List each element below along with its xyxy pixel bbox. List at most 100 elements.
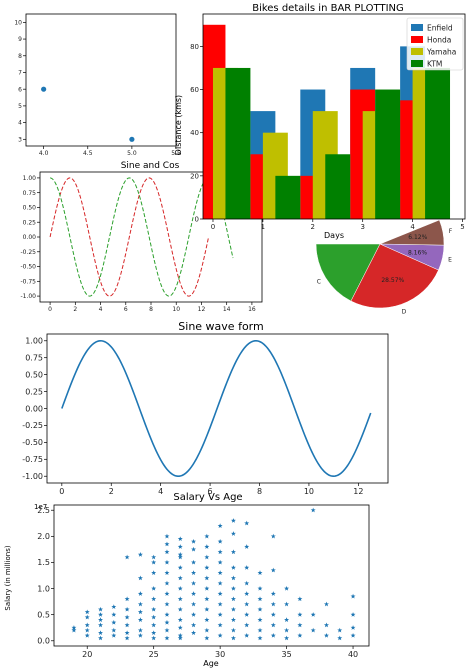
salary-ytick-label: 1.0: [37, 584, 50, 593]
salary-point: [191, 601, 197, 607]
salary-point: [164, 549, 170, 555]
salary-point: [177, 596, 183, 602]
salary-point: [177, 554, 183, 560]
salary-point: [151, 606, 157, 612]
salary-point: [257, 617, 263, 622]
bikes-bar-ktm: [275, 175, 301, 219]
salary-point: [177, 575, 183, 581]
bikes-legend-label: Honda: [427, 36, 451, 45]
sine-wave-ytick-label: -0.50: [22, 438, 43, 447]
salary-point: [191, 630, 197, 636]
salary-point: [164, 580, 170, 586]
sine-wave-xtick-label: 4: [158, 487, 163, 496]
bikes-legend-label: Yamaha: [426, 48, 456, 57]
salary-point: [151, 614, 157, 620]
pie-slice-label: D: [402, 309, 407, 316]
salary-point: [217, 591, 223, 596]
salary-xtick-label: 40: [348, 650, 358, 659]
salary-point: [244, 632, 250, 638]
top-scatter-xtick-label: 5.5: [171, 150, 181, 157]
salary-point: [204, 635, 210, 641]
salary-xtick-label: 20: [82, 650, 92, 659]
sine-cos-xtick-label: 14: [223, 306, 231, 313]
salary-point: [244, 565, 250, 570]
salary-point: [151, 570, 157, 575]
sine-cos-ytick-label: -0.25: [20, 249, 36, 256]
salary-point: [124, 596, 130, 602]
salary-point: [324, 632, 329, 638]
salary-point: [204, 533, 210, 539]
salary-point: [270, 622, 276, 628]
top-scatter-ytick-label: 9: [18, 36, 22, 43]
sine-wave-panel: Sine wave form 0 2 4 6 8 10 12 -1.00 -0.75 -0.50 -…: [22, 320, 389, 496]
salary-point: [177, 635, 183, 641]
sine-wave-ytick-label: 0.25: [25, 387, 43, 396]
salary-point: [297, 632, 303, 638]
salary-point: [191, 580, 197, 586]
salary-point: [151, 554, 157, 560]
sine-wave-ytick-label: 1.00: [25, 337, 43, 346]
salary-point: [151, 630, 157, 636]
sine-wave-ytick-label: -0.75: [22, 455, 43, 464]
salary-point: [270, 591, 276, 596]
salary-point: [177, 606, 183, 612]
salary-xtick-label: 30: [215, 650, 225, 659]
salary-point: [230, 585, 236, 591]
salary-point: [204, 575, 210, 581]
top-scatter-ytick-label: 8: [18, 53, 22, 60]
salary-point: [164, 570, 170, 575]
salary-point: [244, 580, 250, 586]
salary-point: [164, 541, 170, 547]
salary-point: [204, 565, 210, 570]
salary-offset-text: 1e7: [34, 503, 47, 511]
salary-point: [191, 546, 197, 552]
salary-point: [350, 625, 356, 630]
salary-point: [137, 632, 143, 638]
salary-point: [151, 622, 157, 628]
salary-point: [284, 635, 290, 641]
bikes-xtick-label: 3: [360, 223, 364, 231]
sine-cos-xtick-label: 12: [198, 306, 206, 313]
sine-cos-sin-line: [49, 177, 210, 297]
sine-wave-xtick-label: 0: [59, 487, 64, 496]
salary-point: [191, 570, 197, 575]
salary-point: [230, 518, 236, 523]
salary-point: [191, 591, 197, 596]
salary-point: [124, 622, 130, 628]
salary-ylabel: Salary (in millions): [4, 545, 12, 611]
bikes-xtick-label: 1: [261, 223, 265, 231]
salary-point: [217, 632, 223, 638]
bikes-xtick-label: 5: [460, 223, 464, 231]
salary-point: [310, 612, 316, 617]
salary-point: [177, 617, 183, 622]
pie-slice-f: [379, 219, 445, 246]
salary-xtick-label: 25: [149, 650, 159, 659]
salary-point: [270, 612, 276, 617]
salary-point: [137, 591, 143, 596]
salary-point: [204, 627, 210, 633]
salary-point: [350, 593, 356, 599]
pie-panel: C 28.57% D 8.16% E 6.12% F: [315, 219, 453, 316]
salary-point: [177, 632, 183, 638]
bikes-xtick-label: 2: [311, 223, 315, 231]
salary-point: [230, 575, 236, 581]
bikes-xtick-label: 0: [211, 223, 215, 231]
salary-point: [244, 591, 250, 596]
salary-point: [164, 533, 170, 539]
sine-cos-xtick-label: 16: [248, 306, 256, 313]
salary-point: [230, 627, 236, 633]
sine-wave-xtick-label: 12: [353, 487, 363, 496]
bikes-ytick-label: 40: [190, 129, 199, 137]
pie-slice-label: E: [448, 257, 452, 264]
salary-point: [257, 606, 263, 612]
salary-point: [84, 622, 90, 628]
salary-xlabel: Age: [203, 659, 219, 668]
salary-point: [244, 520, 250, 526]
sine-cos-ytick-label: 0.75: [23, 190, 37, 197]
salary-point: [177, 625, 183, 630]
pie-pct-label: 8.16%: [408, 249, 427, 256]
salary-ytick-label: 2.5: [37, 506, 50, 515]
salary-point: [284, 601, 290, 607]
bikes-bar-ktm: [225, 67, 251, 220]
sine-cos-ytick-label: -0.50: [20, 264, 36, 271]
